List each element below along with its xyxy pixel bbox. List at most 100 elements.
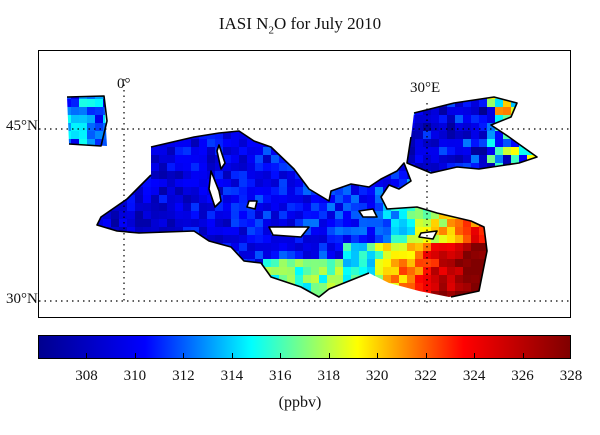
n2o-cell xyxy=(271,179,279,187)
n2o-cell xyxy=(127,139,135,147)
n2o-cell xyxy=(167,291,175,297)
n2o-cell xyxy=(295,259,303,267)
n2o-cell xyxy=(167,107,175,115)
n2o-cell xyxy=(151,211,159,219)
n2o-cell xyxy=(463,139,471,147)
n2o-cell xyxy=(159,299,167,307)
n2o-cell xyxy=(239,179,247,187)
n2o-cell xyxy=(239,227,247,235)
n2o-cell xyxy=(215,115,223,123)
n2o-cell xyxy=(159,243,167,251)
n2o-cell xyxy=(167,155,175,163)
n2o-cell xyxy=(439,171,447,179)
n2o-cell xyxy=(279,243,287,251)
n2o-cell xyxy=(431,259,439,267)
n2o-cell xyxy=(255,227,263,235)
n2o-cell xyxy=(287,147,295,155)
n2o-cell xyxy=(67,99,71,107)
n2o-cell xyxy=(303,275,311,283)
n2o-cell xyxy=(463,163,471,171)
n2o-cell xyxy=(431,187,439,195)
n2o-cell xyxy=(263,291,271,297)
n2o-cell xyxy=(471,155,479,163)
n2o-cell xyxy=(231,227,239,235)
n2o-cell xyxy=(359,203,367,211)
n2o-cell xyxy=(191,179,199,187)
n2o-cell xyxy=(495,115,503,123)
n2o-cell xyxy=(431,115,439,123)
n2o-cell xyxy=(119,275,127,283)
n2o-cell xyxy=(79,267,87,275)
n2o-cell xyxy=(247,163,255,171)
n2o-cell xyxy=(343,291,351,297)
n2o-cell xyxy=(67,211,71,219)
n2o-cell xyxy=(423,267,431,275)
n2o-cell xyxy=(407,243,415,251)
n2o-cell xyxy=(183,219,191,227)
n2o-cell xyxy=(191,203,199,211)
n2o-cell xyxy=(175,243,183,251)
n2o-cell xyxy=(407,275,415,283)
n2o-cell xyxy=(135,147,143,155)
n2o-cell xyxy=(391,96,399,99)
n2o-cell xyxy=(79,171,87,179)
n2o-cell xyxy=(519,227,527,235)
n2o-cell xyxy=(279,211,287,219)
n2o-cell xyxy=(119,235,127,243)
n2o-cell xyxy=(183,107,191,115)
n2o-cell xyxy=(287,259,295,267)
title-prefix: IASI N xyxy=(218,14,269,33)
n2o-cell xyxy=(439,107,447,115)
n2o-cell xyxy=(67,259,71,267)
n2o-cell xyxy=(303,123,311,131)
n2o-cell xyxy=(295,123,303,131)
n2o-cell xyxy=(295,291,303,297)
n2o-cell xyxy=(335,155,343,163)
n2o-cell xyxy=(199,115,207,123)
n2o-cell xyxy=(335,211,343,219)
n2o-cell xyxy=(71,99,79,107)
n2o-cell xyxy=(471,243,479,251)
n2o-cell xyxy=(511,267,519,275)
n2o-cell xyxy=(279,195,287,203)
n2o-cell xyxy=(439,219,447,227)
n2o-cell xyxy=(151,147,159,155)
n2o-cell xyxy=(343,107,351,115)
n2o-cell xyxy=(215,203,223,211)
n2o-cell xyxy=(247,243,255,251)
n2o-cell xyxy=(295,251,303,259)
n2o-cell xyxy=(167,299,175,307)
colorbar-tick-label: 314 xyxy=(220,368,244,384)
n2o-cell xyxy=(359,267,367,275)
n2o-cell xyxy=(383,115,391,123)
n2o-cell xyxy=(183,187,191,195)
n2o-cell xyxy=(151,227,159,235)
n2o-cell xyxy=(479,171,487,179)
n2o-cell xyxy=(95,131,103,139)
n2o-cell xyxy=(207,267,215,275)
n2o-cell xyxy=(375,179,383,187)
n2o-cell xyxy=(199,211,207,219)
n2o-cell xyxy=(255,235,263,243)
n2o-cell xyxy=(191,107,199,115)
n2o-cell xyxy=(103,235,111,243)
n2o-cell xyxy=(335,235,343,243)
n2o-cell xyxy=(319,155,327,163)
n2o-cell xyxy=(127,179,135,187)
n2o-cell xyxy=(71,267,79,275)
n2o-cell xyxy=(351,203,359,211)
n2o-cell xyxy=(359,131,367,139)
n2o-cell xyxy=(95,243,103,251)
n2o-cell xyxy=(87,107,95,115)
n2o-cell xyxy=(367,171,375,179)
n2o-cell xyxy=(167,283,175,291)
n2o-cell xyxy=(111,107,119,115)
n2o-cell xyxy=(159,227,167,235)
n2o-cell xyxy=(439,275,447,283)
n2o-cell xyxy=(183,275,191,283)
n2o-cell xyxy=(239,203,247,211)
n2o-cell xyxy=(351,211,359,219)
n2o-cell xyxy=(511,155,519,163)
n2o-cell xyxy=(279,139,287,147)
n2o-cell xyxy=(439,179,447,187)
